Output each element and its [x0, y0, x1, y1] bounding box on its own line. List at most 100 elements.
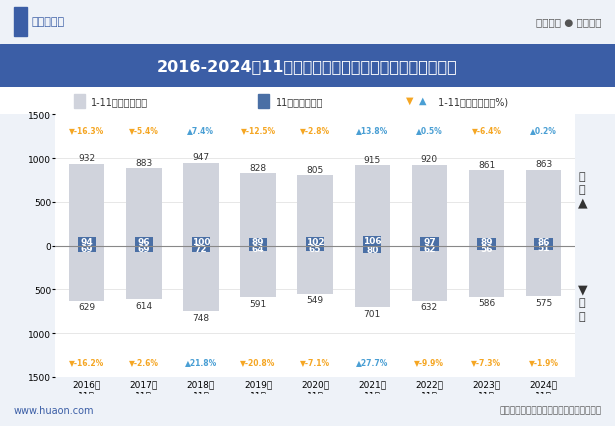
Bar	[363, 246, 381, 253]
Text: 947: 947	[192, 153, 210, 162]
Text: 863: 863	[535, 160, 552, 169]
Text: 591: 591	[250, 299, 267, 308]
Bar	[249, 246, 267, 252]
Text: ▲7.4%: ▲7.4%	[188, 126, 215, 135]
Text: ▼-2.8%: ▼-2.8%	[300, 126, 330, 135]
Text: 51: 51	[538, 244, 550, 253]
Text: 97: 97	[423, 237, 436, 246]
Text: 89: 89	[252, 238, 264, 247]
Bar	[183, 163, 219, 246]
Bar	[192, 246, 210, 252]
Bar	[420, 238, 438, 246]
Text: 100: 100	[192, 237, 210, 246]
Text: 94: 94	[81, 237, 93, 246]
Text: 828: 828	[250, 163, 267, 172]
Text: ▲0.5%: ▲0.5%	[416, 126, 443, 135]
Bar	[192, 237, 210, 246]
Bar	[411, 246, 447, 301]
Bar	[477, 238, 496, 246]
Text: 915: 915	[363, 155, 381, 164]
Text: ▼-20.8%: ▼-20.8%	[240, 357, 276, 366]
Text: 805: 805	[306, 165, 324, 174]
Text: ▲: ▲	[419, 95, 427, 106]
Text: ▼-5.4%: ▼-5.4%	[129, 126, 159, 135]
Bar	[183, 246, 219, 311]
Bar	[363, 237, 381, 246]
Bar	[477, 246, 496, 251]
Bar	[77, 246, 96, 252]
Text: 11月（亿美元）: 11月（亿美元）	[276, 97, 323, 106]
Text: ▼-16.2%: ▼-16.2%	[69, 357, 105, 366]
Bar	[298, 176, 333, 246]
Text: ▲21.8%: ▲21.8%	[185, 357, 217, 366]
Text: 64: 64	[252, 245, 264, 253]
Bar	[77, 238, 96, 246]
Text: 861: 861	[478, 160, 495, 169]
Bar	[249, 238, 267, 246]
Text: 102: 102	[306, 237, 325, 246]
Text: 701: 701	[363, 309, 381, 318]
Bar	[306, 246, 324, 252]
Text: www.huaon.com: www.huaon.com	[14, 405, 94, 415]
Text: 920: 920	[421, 155, 438, 164]
Bar	[306, 237, 324, 246]
Text: 106: 106	[363, 237, 381, 246]
Text: 62: 62	[423, 244, 435, 253]
Bar	[135, 246, 153, 252]
Text: ▼-9.9%: ▼-9.9%	[415, 357, 445, 366]
Bar	[74, 95, 85, 108]
Text: 632: 632	[421, 303, 438, 312]
Text: ▼-7.3%: ▼-7.3%	[472, 357, 502, 366]
Text: ▼-16.3%: ▼-16.3%	[69, 126, 105, 135]
Text: 883: 883	[135, 158, 153, 167]
Text: ▲13.8%: ▲13.8%	[356, 126, 389, 135]
Text: 69: 69	[81, 245, 93, 253]
Text: 629: 629	[78, 302, 95, 311]
Text: 549: 549	[307, 296, 323, 305]
Bar	[526, 171, 561, 246]
Text: 1-11月（亿美元）: 1-11月（亿美元）	[91, 97, 148, 106]
Text: ▲27.7%: ▲27.7%	[356, 357, 389, 366]
Bar	[126, 246, 162, 299]
Text: 86: 86	[538, 238, 550, 247]
Text: 96: 96	[138, 237, 150, 246]
Text: 专业严谨 ● 客观科学: 专业严谨 ● 客观科学	[536, 17, 601, 27]
Text: 72: 72	[195, 245, 207, 253]
Text: 748: 748	[192, 313, 210, 322]
Text: 932: 932	[78, 154, 95, 163]
Text: 586: 586	[478, 299, 495, 308]
Text: 575: 575	[535, 298, 552, 307]
Bar	[411, 166, 447, 246]
Bar	[420, 246, 438, 251]
Bar	[135, 238, 153, 246]
Text: 口: 口	[578, 311, 585, 321]
Bar	[534, 239, 553, 246]
Text: ▲0.2%: ▲0.2%	[530, 126, 557, 135]
Bar	[355, 166, 390, 246]
Bar	[355, 246, 390, 307]
Text: 口: 口	[578, 184, 585, 194]
Text: ▲: ▲	[578, 196, 588, 209]
Bar	[526, 246, 561, 296]
Text: 进: 进	[578, 298, 585, 308]
Text: ▼-12.5%: ▼-12.5%	[240, 126, 276, 135]
Text: 2016-2024年11月深圳经济特区外商投资企业进、出口额: 2016-2024年11月深圳经济特区外商投资企业进、出口额	[157, 59, 458, 74]
Bar	[240, 174, 276, 246]
Text: 89: 89	[480, 238, 493, 247]
Bar	[240, 246, 276, 298]
Bar	[14, 8, 27, 37]
Bar	[69, 164, 105, 246]
Bar	[469, 246, 504, 297]
Text: 69: 69	[138, 245, 150, 253]
Text: 80: 80	[366, 245, 378, 254]
Text: ▼-6.4%: ▼-6.4%	[472, 126, 501, 135]
Text: ▼-2.6%: ▼-2.6%	[129, 357, 159, 366]
Text: 56: 56	[480, 244, 493, 253]
Bar	[298, 246, 333, 294]
Text: 华经情报网: 华经情报网	[32, 17, 65, 27]
Text: 65: 65	[309, 245, 322, 253]
Text: 1-11月同比增速（%): 1-11月同比增速（%)	[435, 97, 509, 106]
Text: ▼: ▼	[578, 283, 588, 296]
Bar	[126, 169, 162, 246]
Text: 614: 614	[135, 301, 153, 310]
